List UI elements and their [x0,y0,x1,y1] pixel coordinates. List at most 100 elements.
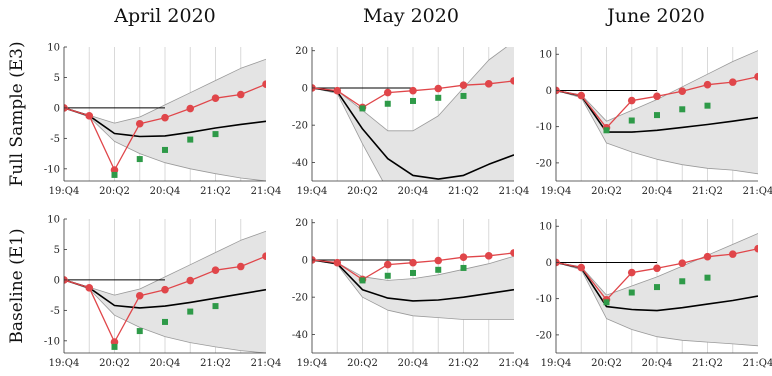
actual-point [434,84,443,93]
forecast-point [435,266,442,273]
y-tick-label: -5 [50,306,60,317]
actual-point [236,90,245,99]
actual-point [577,91,586,100]
y-tick-label: -10 [536,294,552,305]
x-tick-label: 19:Q4 [297,186,328,197]
y-tick-label: 0 [54,275,60,286]
forecast-point [187,308,194,315]
forecast-point [162,146,168,153]
actual-point [728,78,737,86]
panels-layer: 10 5 0 -5 -10 19:Q4 20:Q2 20:Q4 21:Q2 21:Q4 20 0 -20… [44,43,772,370]
actual-point [627,268,636,277]
forecast-point [111,343,118,350]
plot-area [312,249,514,320]
x-tick-label: 20:Q4 [398,358,429,369]
band-lower-edge [64,107,266,181]
actual-point [211,266,220,274]
x-tick-label: 20:Q4 [150,358,181,369]
y-tick-label: 20 [295,46,308,57]
actual-point [236,262,245,271]
median-line [556,89,758,133]
actual-point [484,80,493,88]
actual-point [678,259,687,267]
x-tick-label: 19:Q4 [541,358,572,369]
y-tick-label: 10 [539,50,552,61]
confidence-band [312,47,514,181]
forecast-point [628,289,635,296]
forecast-point [654,284,660,291]
y-tick-label: -10 [44,336,60,347]
x-tick-label: 21:Q2 [692,186,723,197]
actual-point [754,72,758,81]
actual-point [459,81,468,89]
column-title-may: May 2020 [363,5,459,27]
x-tick-label: 20:Q4 [642,186,673,197]
actual-point [459,253,468,261]
x-tick-label: 20:Q2 [347,186,378,197]
actual-point [627,96,636,105]
row-label-full-sample: Full Sample (E3) [7,41,27,186]
actual-point [678,87,687,95]
plot-area [556,233,758,347]
forecast-point [410,97,416,104]
forecast-point [679,278,686,285]
forecast-point [704,274,711,281]
median-line [312,87,514,180]
forecast-point [212,131,219,138]
plot-area [64,230,266,353]
actual-point [383,88,392,97]
forecast-point [603,127,610,134]
actual-point [262,80,266,88]
y-tick-label: -20 [536,330,552,341]
y-tick-label: 20 [295,218,308,229]
panel-5: 10 0 -10 -20 19:Q4 20:Q2 20:Q4 21:Q2 21:Q4 [536,219,772,369]
actual-point [85,284,94,292]
forecast-point [111,171,118,178]
actual-point [135,291,144,300]
y-tick-label: -5 [50,134,60,145]
median-line [64,279,266,309]
forecast-point [460,264,467,271]
y-tick-label: 10 [47,43,60,54]
x-tick-label: 21:Q4 [499,358,530,369]
actual-point [161,113,169,122]
actual-point [434,256,443,265]
y-tick-label: -20 [292,293,308,304]
x-tick-label: 21:Q4 [251,358,282,369]
x-tick-label: 21:Q4 [743,186,772,197]
x-tick-label: 21:Q4 [499,186,530,197]
actual-point [135,119,144,128]
y-tick-label: 0 [302,83,308,94]
x-tick-label: 20:Q4 [398,186,429,197]
x-tick-label: 21:Q4 [743,358,772,369]
forecast-point [162,318,168,325]
actual-point [85,112,94,120]
actual-point [510,249,514,257]
forecast-point [603,299,610,306]
median-line [312,259,514,302]
x-tick-label: 20:Q2 [347,358,378,369]
forecast-point [359,105,366,112]
band-upper-edge [312,255,514,281]
forecast-point [435,94,442,101]
row-label-baseline: Baseline (E1) [7,228,27,343]
y-tick-label: -40 [292,330,308,341]
y-tick-label: -40 [292,158,308,169]
y-tick-label: 10 [47,215,60,226]
forecast-point [136,156,143,163]
band-lower-edge [312,87,384,181]
y-tick-label: -10 [44,164,60,175]
band-upper-edge [312,47,508,132]
median-line [556,261,758,312]
column-title-june: June 2020 [605,5,705,27]
plot-area [64,58,266,181]
x-tick-label: 21:Q2 [200,186,231,197]
panel-0: 10 5 0 -5 -10 19:Q4 20:Q2 20:Q4 21:Q2 21:Q4 [44,43,281,198]
forecast-point [679,106,686,113]
actual-point [161,285,169,294]
band-lower-edge [556,90,758,175]
panel-4: 20 0 -20 -40 19:Q4 20:Q2 20:Q4 21:Q2 21:Q4 [292,218,529,369]
actual-point [653,92,661,101]
actual-point [409,258,417,267]
